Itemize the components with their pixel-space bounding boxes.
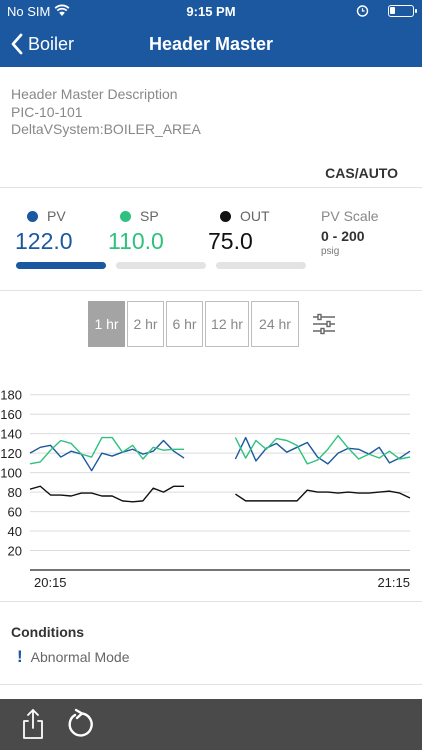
y-tick-label: 20: [8, 544, 22, 559]
metric-sp[interactable]: SP 110.0: [108, 208, 164, 255]
divider: [0, 187, 422, 188]
back-button[interactable]: Boiler: [10, 31, 74, 57]
back-label: Boiler: [28, 33, 75, 54]
y-tick-label: 120: [0, 446, 22, 461]
alert-icon: !: [17, 647, 23, 666]
system-path: DeltaVSystem:BOILER_AREA: [11, 121, 201, 137]
y-tick-label: 140: [0, 427, 22, 442]
x-tick-label: 21:15: [377, 575, 410, 590]
mode-label: CAS/AUTO: [325, 165, 398, 181]
pv-scale-unit: psig: [321, 246, 340, 257]
chevron-left-icon: [11, 33, 23, 55]
series-line-sp: [29, 436, 185, 465]
tag-id: PIC-10-101: [11, 103, 83, 120]
series-line-pv: [29, 439, 185, 472]
series-line-out: [29, 485, 185, 503]
range-2hr-button[interactable]: 2 hr: [127, 301, 164, 347]
pv-scale-range: 0 - 200: [321, 228, 365, 244]
alarm-icon: [356, 5, 369, 17]
y-tick-label: 40: [8, 524, 22, 539]
share-icon[interactable]: [16, 707, 50, 741]
metric-out-label: OUT: [240, 208, 270, 224]
metric-pv-label: PV: [47, 208, 66, 224]
y-tick-label: 60: [8, 505, 22, 520]
y-tick-label: 80: [8, 485, 22, 500]
y-tick-label: 160: [0, 407, 22, 422]
metric-pv-value: 122.0: [15, 228, 73, 254]
clock: 9:15 PM: [186, 4, 236, 19]
range-1hr-button[interactable]: 1 hr: [88, 301, 125, 347]
metric-sp-value: 110.0: [108, 228, 164, 254]
range-6hr-button[interactable]: 6 hr: [166, 301, 203, 347]
pv-scale-title: PV Scale: [321, 208, 379, 224]
metric-out-value: 75.0: [208, 228, 253, 254]
divider: [0, 290, 422, 291]
battery-icon: [388, 5, 417, 17]
description-text: Header Master Description: [11, 86, 178, 102]
metric-sp-label: SP: [140, 208, 159, 224]
pv-dot: [27, 210, 38, 222]
x-tick-label: 20:15: [34, 575, 67, 590]
out-dot: [220, 210, 231, 222]
metric-out[interactable]: OUT 75.0: [208, 208, 270, 255]
time-range-selector: 1 hr 2 hr 6 hr 12 hr 24 hr: [88, 301, 301, 347]
bottom-toolbar: [0, 699, 422, 750]
condition-item: ! Abnormal Mode: [17, 647, 130, 667]
pv-bar: [16, 262, 106, 269]
series-line-pv: [234, 436, 411, 465]
refresh-icon[interactable]: [63, 707, 97, 741]
metric-pv[interactable]: PV 122.0: [15, 208, 73, 255]
sliders-icon[interactable]: [312, 313, 336, 335]
top-bar: No SIM 9:15 PM Boiler Header Master: [0, 0, 422, 67]
bar-fill: [16, 262, 106, 269]
series-line-out: [235, 489, 411, 502]
divider: [0, 601, 422, 602]
nav-row: Boiler Header Master: [0, 22, 422, 66]
out-bar: [216, 262, 306, 269]
pv-scale: PV Scale 0 - 200 psig: [321, 208, 379, 257]
conditions-title: Conditions: [11, 624, 85, 640]
divider: [0, 684, 422, 685]
y-tick-label: 180: [0, 388, 22, 403]
trend-chart[interactable]: 20 40 60 80 100 120 140 160 180 20:15 21:15: [0, 375, 422, 595]
tag-description: Header Master Description PIC-10-101 Del…: [11, 86, 201, 139]
range-24hr-button[interactable]: 24 hr: [251, 301, 299, 347]
carrier-label: No SIM: [7, 4, 51, 19]
sp-bar: [116, 262, 206, 269]
range-12hr-button[interactable]: 12 hr: [205, 301, 249, 347]
series-line-sp: [234, 434, 411, 465]
status-bar: No SIM 9:15 PM: [0, 0, 422, 22]
sp-dot: [120, 210, 131, 222]
wifi-icon: [54, 4, 70, 16]
condition-label: Abnormal Mode: [30, 649, 130, 665]
y-tick-label: 100: [0, 466, 22, 481]
